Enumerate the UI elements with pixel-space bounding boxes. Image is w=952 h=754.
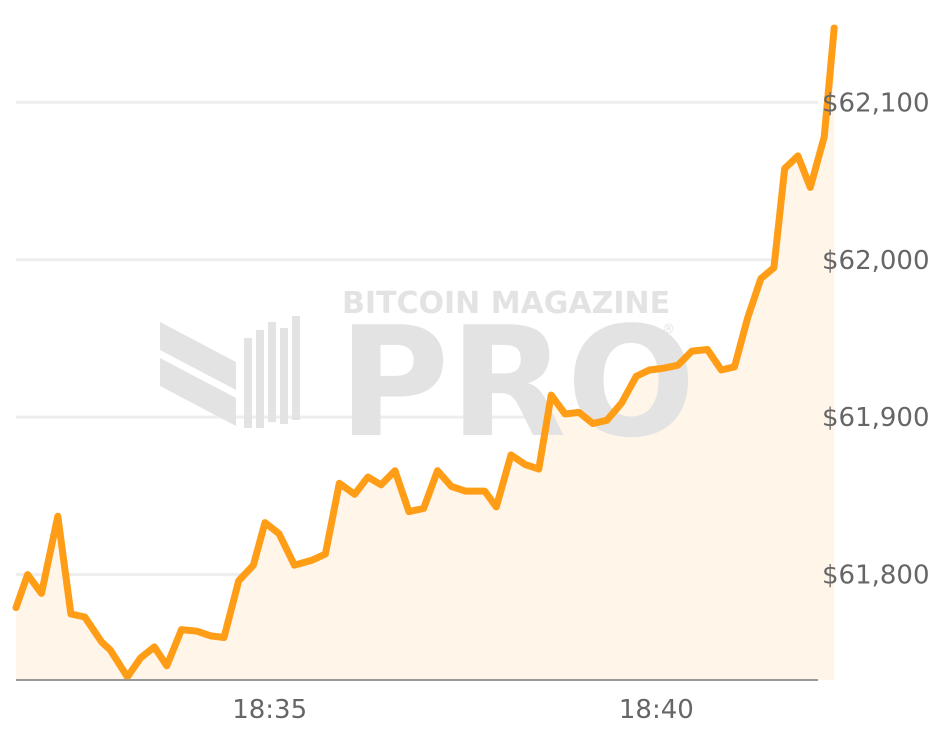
watermark: BITCOIN MAGAZINE PRO ® (160, 286, 696, 471)
price-area (16, 28, 835, 680)
y-tick-label-2: $62,000 (822, 246, 930, 276)
x-axis-ticks: 18:35 18:40 (232, 695, 694, 725)
series-area (16, 28, 835, 680)
x-tick-label-0: 18:35 (232, 695, 307, 725)
series-line (12, 24, 838, 681)
watermark-brand: BITCOIN MAGAZINE (342, 286, 670, 321)
y-axis-ticks: $61,800 $61,900 $62,000 $62,100 (822, 88, 930, 590)
y-tick-label-1: $61,900 (822, 403, 930, 433)
y-tick-label-0: $61,800 (822, 561, 930, 591)
y-tick-label-3: $62,100 (822, 88, 930, 118)
price-line (12, 24, 838, 681)
x-tick-label-1: 18:40 (619, 695, 694, 725)
watermark-logo-icon (160, 316, 300, 428)
watermark-product: PRO (338, 294, 696, 471)
watermark-registered-mark: ® (662, 322, 675, 337)
